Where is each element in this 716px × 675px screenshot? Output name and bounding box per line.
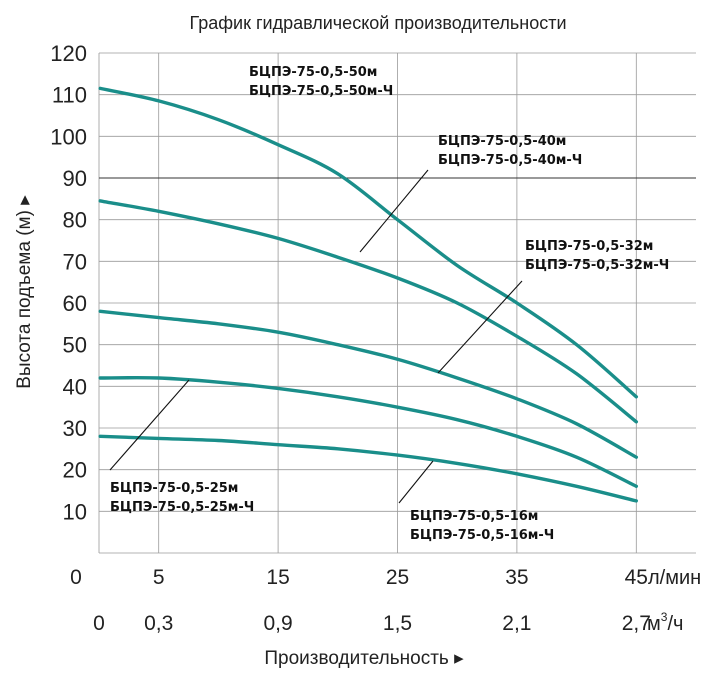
grid (98, 52, 696, 554)
x-tick-label-m3h: 0,9 (263, 612, 292, 635)
x-tick-labels-m3h: 0 0,3 0,9 1,5 2,1 2,7 (93, 612, 651, 635)
series-label-3: БЦПЭ-75-0,5-25м (110, 481, 238, 496)
y-tick-label: 80 (63, 208, 87, 233)
x-tick-label-m3h: 0,3 (144, 612, 173, 635)
series-label-1-alt: БЦПЭ-75-0,5-40м-Ч (438, 153, 582, 168)
x-unit-m3h: м3/ч (647, 610, 683, 635)
x-axis-label: Производительность ▸ (264, 648, 464, 669)
x-tick-label-lmin: 35 (505, 566, 528, 589)
y-tick-label: 10 (63, 499, 87, 524)
series-label-4-alt: БЦПЭ-75-0,5-16м-Ч (410, 528, 554, 543)
leader-line-3 (398, 460, 434, 504)
leader-line-2 (109, 379, 190, 471)
series-label-3-alt: БЦПЭ-75-0,5-25м-Ч (110, 500, 254, 515)
y-tick-label: 110 (52, 83, 87, 108)
x-tick-label-lmin: 5 (153, 566, 165, 589)
y-tick-label: 60 (63, 291, 87, 316)
x-tick-label-m3h: 1,5 (383, 612, 412, 635)
x-tick-label-lmin: 0 (70, 566, 82, 589)
label-leader-lines (109, 169, 523, 504)
series-label-4: БЦПЭ-75-0,5-16м (410, 509, 538, 524)
y-tick-label: 70 (63, 249, 87, 274)
y-tick-label: 120 (50, 41, 87, 66)
x-tick-label-lmin: 15 (266, 566, 289, 589)
y-axis-label: Высота подъема (м) ▸ (14, 195, 35, 389)
x-tick-labels-lmin: 0 5 15 25 35 45 (70, 566, 648, 589)
series-curve-4 (98, 434, 638, 503)
series-labels: БЦПЭ-75-0,5-50м БЦПЭ-75-0,5-50м-Ч БЦПЭ-75-… (110, 65, 669, 543)
series-curve-3 (98, 375, 638, 488)
y-tick-label: 50 (63, 333, 87, 358)
chart-title: График гидравлической производительности (189, 13, 566, 33)
y-tick-label: 40 (63, 374, 87, 399)
series-curve-1 (98, 199, 638, 424)
y-tick-label: 90 (63, 166, 87, 191)
x-unit-lmin: л/мин (648, 567, 701, 589)
x-tick-label-m3h: 2,7 (622, 612, 651, 635)
series-label-2-alt: БЦПЭ-75-0,5-32м-Ч (525, 258, 669, 273)
x-tick-label-lmin: 25 (386, 566, 409, 589)
series-label-0-alt: БЦПЭ-75-0,5-50м-Ч (249, 84, 393, 99)
x-tick-label-lmin: 45 (625, 566, 648, 589)
y-tick-label: 30 (63, 416, 87, 441)
y-tick-labels: 10 20 30 40 50 60 70 80 90 100 110 120 (50, 41, 87, 524)
x-tick-label-m3h: 2,1 (502, 612, 531, 635)
series-label-0: БЦПЭ-75-0,5-50м (249, 65, 377, 80)
x-tick-label-m3h: 0 (93, 612, 105, 635)
series-curve-0 (98, 86, 638, 399)
series-curve-2 (98, 309, 638, 459)
series-label-1: БЦПЭ-75-0,5-40м (438, 134, 566, 149)
leader-line-1 (437, 280, 523, 374)
leader-line-0 (359, 169, 429, 253)
series-curves (98, 86, 638, 503)
y-tick-label: 100 (50, 124, 87, 149)
y-tick-label: 20 (63, 458, 87, 483)
series-label-2: БЦПЭ-75-0,5-32м (525, 239, 653, 254)
